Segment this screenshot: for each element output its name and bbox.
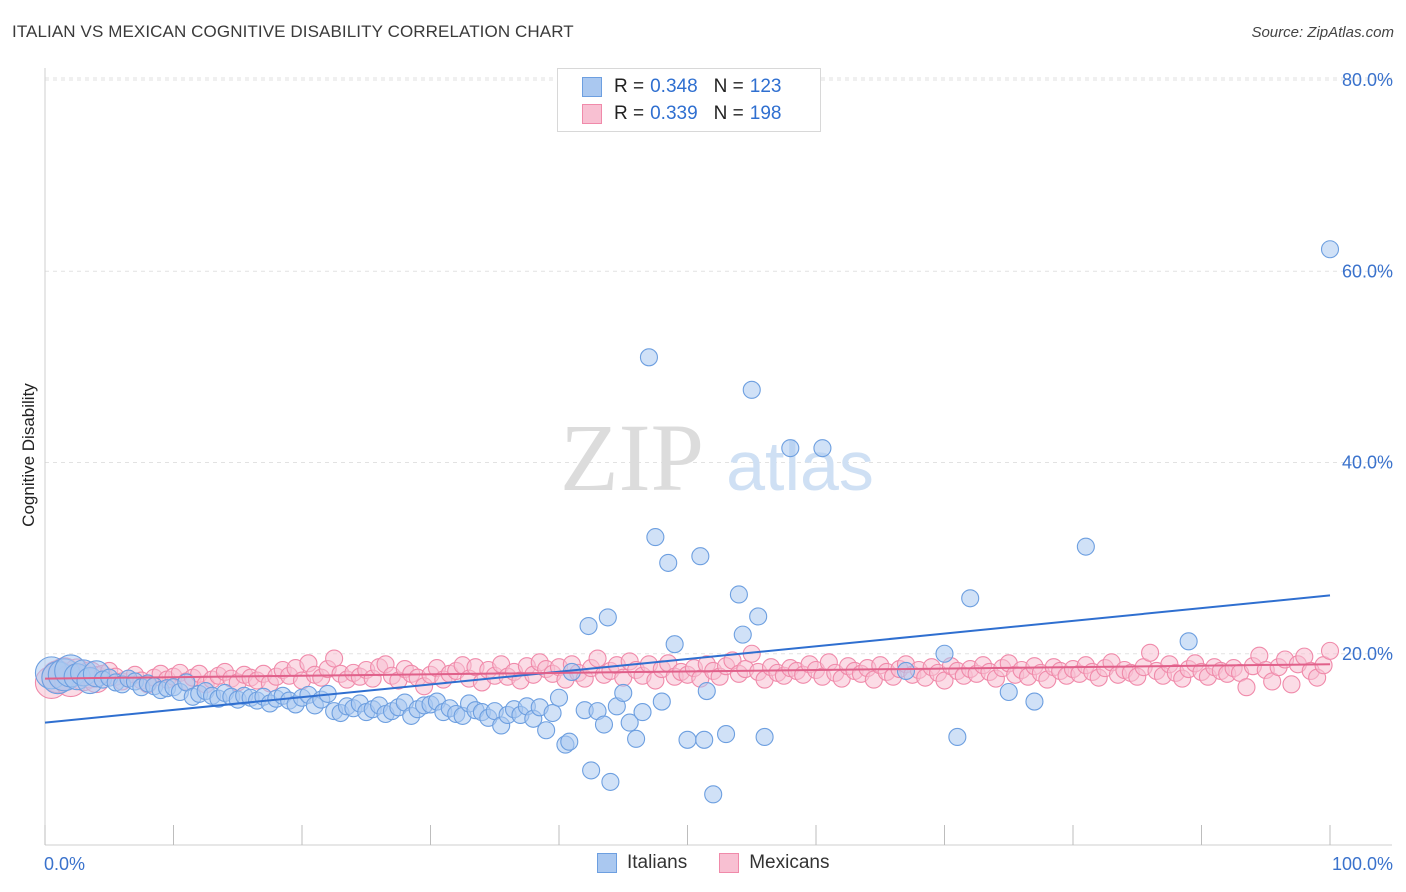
legend-row-mexicans: R = 0.339 N = 198 (582, 103, 781, 125)
italians-point (646, 528, 665, 547)
italians-point (579, 616, 598, 636)
italians-legend-label: Italians (627, 852, 688, 873)
italians-point (627, 729, 646, 748)
legend-row-italians: R = 0.348 N = 123 (582, 76, 781, 98)
mexicans-trendline (44, 663, 1331, 680)
mexicans-swatch (582, 104, 602, 124)
italians-point (755, 727, 774, 746)
italians-point (1076, 537, 1095, 556)
italians-point (582, 761, 601, 780)
stats-legend: R = 0.348 N = 123 R = 0.339 N = 198 (557, 68, 821, 132)
italians-point (749, 607, 768, 626)
tick-labels: 20.0% 40.0% 60.0% 80.0% 0.0% 100.0% (44, 70, 1393, 874)
italians-point (697, 681, 716, 701)
italians-point (620, 713, 639, 732)
italians-point (695, 730, 714, 749)
grid-lines (45, 77, 1392, 655)
italians-trendline (44, 594, 1331, 724)
italians-point (678, 730, 697, 749)
mexicans-legend-swatch (719, 853, 740, 873)
italians-point (999, 682, 1018, 702)
n-label: N = (713, 76, 744, 97)
italians-point (961, 589, 980, 608)
mexicans-point (1282, 675, 1301, 694)
source-label: Source: ZipAtlas.com (1251, 24, 1394, 41)
mexicans-r-value: 0.339 (650, 103, 698, 124)
x-tick-label: 100.0% (1332, 854, 1393, 874)
mexicans-point (325, 649, 344, 668)
mexicans-point (1237, 678, 1256, 697)
italians-legend-swatch (597, 853, 617, 873)
italians-point (594, 715, 614, 734)
italians-point (537, 721, 556, 740)
italians-point (639, 348, 659, 367)
italians-point (560, 732, 579, 751)
x-tick-label: 0.0% (44, 854, 85, 874)
italians-point (598, 608, 617, 627)
y-tick-label: 40.0% (1342, 453, 1393, 473)
chart-title: ITALIAN VS MEXICAN COGNITIVE DISABILITY … (12, 22, 574, 41)
mexicans-point (588, 649, 607, 668)
watermark: ZIP atlas (560, 404, 874, 511)
italians-point (1320, 240, 1340, 259)
y-axis-label: Cognitive Disability (19, 383, 38, 527)
legend-item-mexicans[interactable]: Mexicans (719, 852, 829, 874)
watermark-atlas: atlas (726, 427, 874, 505)
italians-point (896, 661, 916, 681)
italians-point (614, 683, 633, 703)
watermark-zip: ZIP (560, 404, 704, 511)
italians-point (781, 439, 800, 458)
r-label: R = (614, 76, 645, 97)
axes (44, 68, 1392, 846)
italians-point (659, 553, 678, 572)
italians-point (733, 625, 752, 644)
r-label: R = (614, 103, 645, 124)
mexicans-point (1320, 641, 1340, 660)
y-tick-label: 20.0% (1342, 644, 1393, 664)
italians-point (935, 644, 954, 663)
mexicans-legend-label: Mexicans (749, 852, 830, 873)
italians-point (813, 439, 832, 458)
italians-point (948, 727, 967, 746)
trendlines (44, 594, 1331, 724)
italians-point (652, 692, 671, 711)
mexicans-n-value: 198 (749, 103, 782, 124)
italians-point (633, 703, 652, 722)
y-tick-label: 80.0% (1342, 70, 1393, 90)
italians-point (742, 380, 761, 399)
italians-n-value: 123 (749, 76, 782, 97)
legend-item-italians[interactable]: Italians (597, 852, 687, 874)
italians-r-value: 0.348 (650, 76, 698, 97)
mexicans-point (1141, 643, 1160, 662)
italians-point (1179, 632, 1198, 651)
italians-point (704, 785, 723, 804)
italians-point (729, 585, 748, 604)
italians-point (1025, 692, 1044, 711)
italians-point (691, 547, 710, 566)
italians-point (549, 688, 569, 707)
series-legend: Italians Mexicans (597, 852, 861, 874)
italians-swatch (582, 77, 602, 97)
n-label: N = (713, 103, 744, 124)
y-tick-label: 60.0% (1342, 261, 1393, 281)
italians-points (34, 240, 1340, 804)
italians-point (543, 703, 562, 723)
italians-point (716, 725, 736, 744)
italians-point (665, 635, 684, 654)
italians-point (601, 772, 620, 791)
